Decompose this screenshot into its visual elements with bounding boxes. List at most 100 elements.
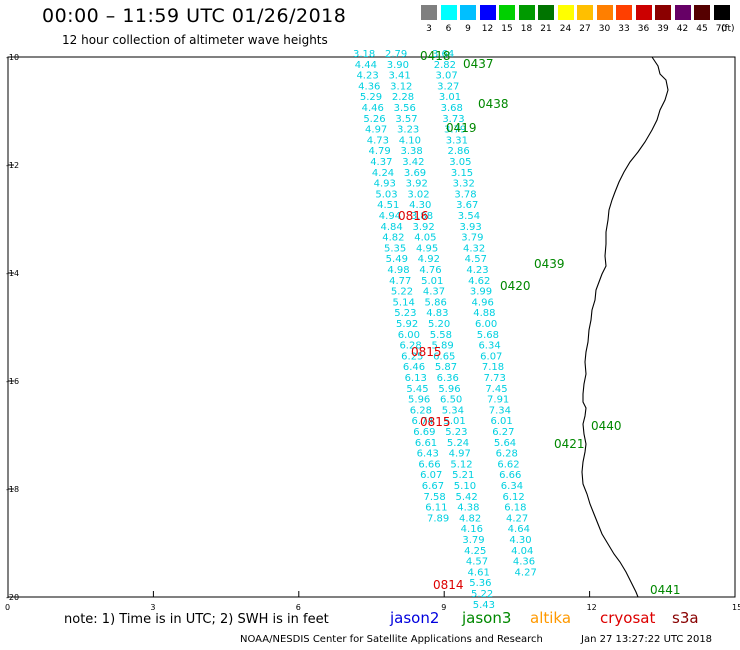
wave-height-value: 3.38 [400, 146, 422, 157]
wave-height-value: 3.92 [413, 222, 435, 233]
wave-height-value: 5.36 [469, 578, 491, 589]
wave-height-value: 3.99 [470, 287, 492, 298]
wave-height-value: 6.46 [403, 362, 425, 373]
wave-height-value: 5.21 [452, 470, 474, 481]
legend-swatch [557, 5, 574, 20]
x-tick-label: 9 [441, 603, 446, 612]
legend-label: 36 [637, 24, 650, 34]
wave-height-value: 6.69 [413, 427, 435, 438]
wave-height-value: 3.78 [454, 189, 476, 200]
wave-height-value: 4.83 [426, 308, 448, 319]
wave-height-value: 5.96 [408, 395, 430, 406]
footer-note: note: 1) Time is in UTC; 2) SWH is in fe… [64, 612, 329, 627]
x-tick-label: 6 [296, 603, 301, 612]
wave-height-value: 5.03 [375, 189, 397, 200]
pass-label: 0814 [433, 578, 464, 592]
wave-height-value: 4.94 [379, 211, 401, 222]
wave-height-value: 6.34 [501, 481, 523, 492]
wave-height-value: 6.61 [415, 438, 437, 449]
map-frame [7, 56, 736, 598]
wave-height-value: 6.67 [422, 481, 444, 492]
wave-height-value: 4.25 [464, 546, 486, 557]
wave-height-value: 5.34 [442, 405, 464, 416]
wave-height-value: 3.67 [456, 200, 478, 211]
wave-height-value: 6.34 [478, 341, 500, 352]
wave-height-value: 3.88 [411, 211, 433, 222]
satellite-legend-item: jason3 [462, 609, 512, 627]
wave-height-value: 6.62 [497, 459, 519, 470]
wave-height-value: 3.57 [395, 114, 417, 125]
wave-height-value: 3.23 [397, 125, 419, 136]
wave-height-value: 3.18 [353, 49, 375, 60]
wave-height-value: 4.37 [370, 157, 392, 168]
wave-height-value: 4.23 [356, 71, 378, 82]
wave-height-value: 7.58 [424, 492, 446, 503]
wave-height-value: 5.24 [447, 438, 469, 449]
wave-height-value: 4.88 [473, 308, 495, 319]
wave-height-value: 4.64 [508, 524, 530, 535]
x-tick-label: 3 [150, 603, 155, 612]
legend-label: 30 [598, 24, 611, 34]
wave-height-value: 3.12 [390, 81, 412, 92]
wave-height-value: 5.89 [431, 341, 453, 352]
legend-label: 27 [579, 24, 591, 34]
legend-label: 70 [715, 24, 728, 34]
wave-height-value: 7.45 [485, 384, 507, 395]
wave-height-value: 4.84 [381, 222, 403, 233]
wave-height-value: 4.79 [368, 146, 390, 157]
legend-swatch [421, 5, 437, 20]
wave-height-value: 6.43 [417, 449, 439, 460]
y-tick-label: -10 [6, 53, 19, 62]
x-tick-label: 0 [5, 603, 10, 612]
wave-height-value: 2.28 [392, 92, 414, 103]
wave-height-value: 4.93 [374, 179, 396, 190]
wave-height-value: 3.31 [446, 135, 468, 146]
wave-height-value: 4.30 [509, 535, 531, 546]
wave-height-value: 5.68 [477, 330, 499, 341]
wave-height-value: 5.12 [450, 459, 472, 470]
legend-label: 3 [426, 24, 432, 34]
wave-height-value: 6.12 [503, 492, 525, 503]
wave-height-value: 4.62 [468, 276, 490, 287]
legend-label: 45 [696, 24, 708, 34]
legend-swatch [577, 5, 593, 20]
wave-height-value: 4.73 [367, 135, 389, 146]
wave-height-value: 4.77 [389, 276, 411, 287]
wave-height-value: 5.23 [394, 308, 416, 319]
wave-height-value: 7.34 [489, 405, 511, 416]
legend-swatch [499, 5, 515, 20]
wave-height-value: 3.05 [449, 157, 471, 168]
wave-height-value: 6.65 [433, 351, 455, 362]
wave-height-value: 4.27 [515, 567, 537, 578]
wave-height-value: 5.22 [391, 287, 413, 298]
wave-height-value: 5.45 [406, 384, 428, 395]
altimeter-tracks: 3.184.444.234.365.294.465.264.974.734.79… [353, 49, 537, 611]
wave-height-value: 3.41 [388, 71, 410, 82]
wave-height-value: 5.14 [393, 297, 415, 308]
wave-height-value: 5.42 [456, 492, 478, 503]
y-tick-label: -20 [6, 593, 19, 602]
pass-label: 0816 [398, 209, 429, 223]
wave-height-value: 7.18 [482, 362, 504, 373]
wave-height-value: 4.95 [416, 243, 438, 254]
y-tick-label: -16 [6, 377, 19, 386]
wave-height-value: 4.37 [423, 287, 445, 298]
wave-height-value: 4.96 [472, 297, 494, 308]
wave-height-value: 4.38 [457, 503, 479, 514]
wave-height-value: 3.15 [451, 168, 473, 179]
wave-height-value: 4.98 [387, 265, 409, 276]
wave-height-value: 5.86 [425, 297, 447, 308]
map-title: 00:00 – 11:59 UTC 01/26/2018 [42, 5, 347, 27]
wave-height-value: 6.00 [398, 330, 420, 341]
wave-height-value: 3.02 [407, 189, 429, 200]
wave-height-value: 6.50 [440, 395, 462, 406]
wave-height-value: 4.51 [377, 200, 399, 211]
pass-label: 0439 [534, 257, 565, 271]
wave-height-value: 4.97 [449, 449, 471, 460]
wave-height-value: 5.01 [421, 276, 443, 287]
wave-height-value: 4.57 [466, 557, 488, 568]
wave-height-value: 3.69 [404, 168, 426, 179]
legend-swatch [694, 5, 710, 20]
